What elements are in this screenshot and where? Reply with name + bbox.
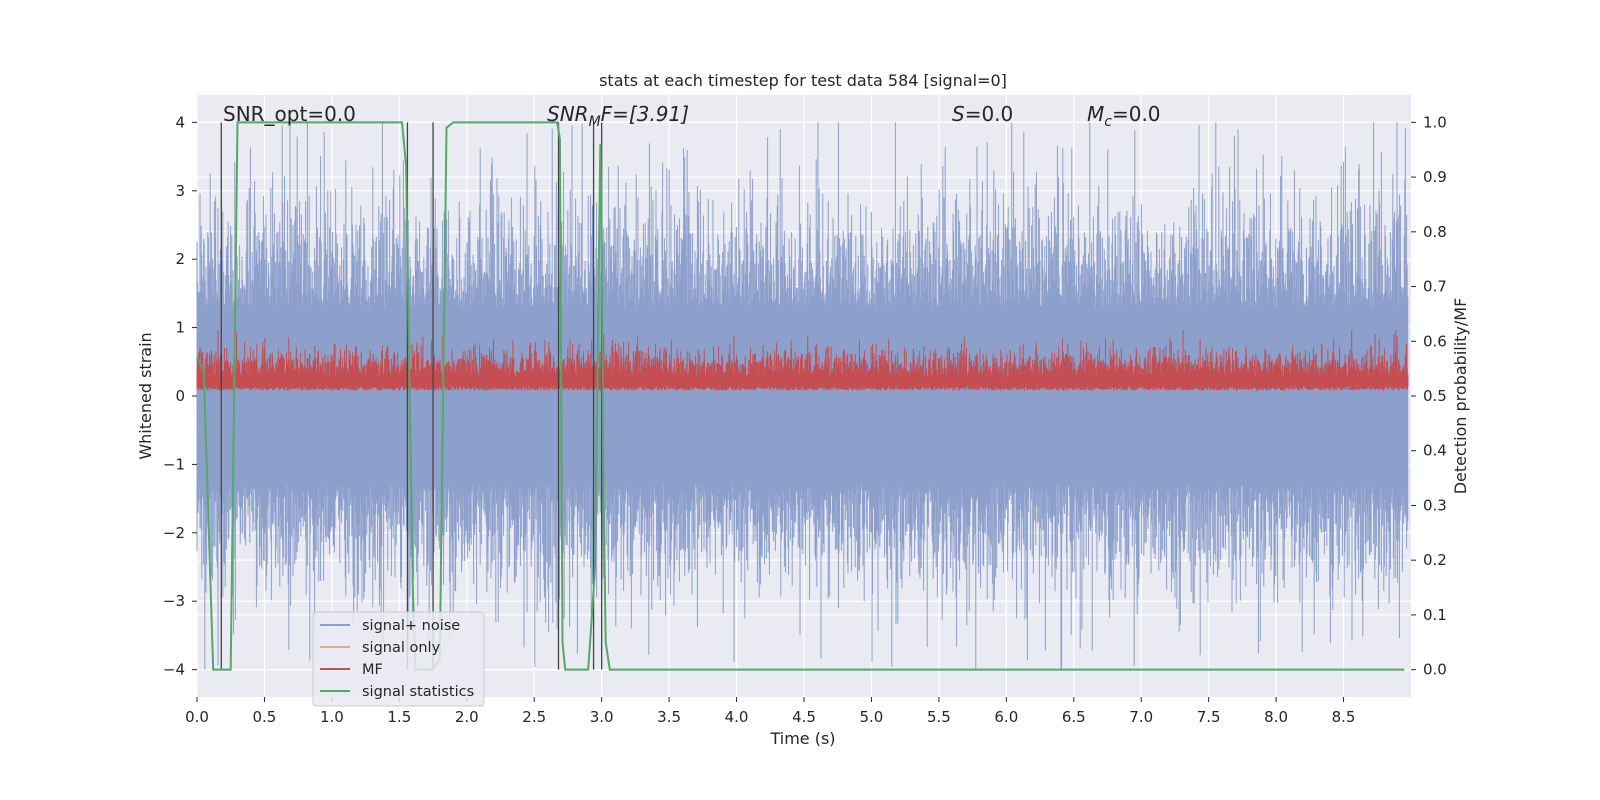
x-tick-label: 4.0: [725, 708, 749, 726]
y-tick-label-right: 0.0: [1423, 661, 1447, 679]
y-tick-label-left: 2: [175, 250, 185, 268]
y-tick-label-left: −1: [163, 455, 185, 473]
x-tick-label: 2.0: [455, 708, 479, 726]
annotation-snr-mf: SNRMF=[3.91]: [547, 102, 689, 130]
y-tick-label-left: 3: [175, 182, 185, 200]
x-tick-label: 6.5: [1062, 708, 1086, 726]
x-axis-label: Time (s): [769, 729, 835, 748]
legend: signal+ noise signal only MF signal stat…: [312, 611, 485, 707]
x-tick-label: 8.0: [1264, 708, 1288, 726]
x-tick-label: 7.0: [1129, 708, 1153, 726]
y-axis-label-left: Whitened strain: [136, 332, 155, 459]
legend-box: [312, 611, 485, 707]
legend-label-mf: MF: [362, 662, 383, 678]
annotation-mc: Mc=0.0: [1087, 102, 1161, 130]
x-tick-label: 1.0: [320, 708, 344, 726]
x-tick-label: 6.0: [994, 708, 1018, 726]
y-tick-label-right: 0.2: [1423, 551, 1447, 569]
x-tick-label: 5.0: [860, 708, 884, 726]
x-tick-label: 3.5: [657, 708, 681, 726]
y-tick-label-right: 1.0: [1423, 113, 1447, 131]
y-tick-label-right: 0.5: [1423, 387, 1447, 405]
y-tick-label-left: −4: [163, 661, 185, 679]
annotation-s: S=0.0: [952, 102, 1013, 126]
x-tick-label: 0.5: [253, 708, 277, 726]
stats-line: [196, 121, 1405, 671]
mf-trace: [196, 330, 1409, 391]
chart-title: stats at each timestep for test data 584…: [599, 71, 1007, 90]
x-tick-label: 1.5: [387, 708, 411, 726]
y-tick-label-right: 0.1: [1423, 606, 1447, 624]
y-tick-label-left: −3: [163, 592, 185, 610]
legend-label-signal-only: signal only: [362, 640, 441, 656]
y-tick-label-left: 0: [175, 387, 185, 405]
x-tick-label: 3.0: [590, 708, 614, 726]
y-tick-label-right: 0.7: [1423, 278, 1447, 296]
tick-labels: 0.0 0.5 1.0 1.5 2.0 2.5 3.0 3.5 4.0 4.5 5.0 5.5 6.0 6…: [163, 113, 1447, 726]
x-tick-label: 0.0: [185, 708, 209, 726]
y-tick-label-left: −2: [163, 524, 185, 542]
legend-label-stats: signal statistics: [362, 684, 474, 700]
series-mf: [196, 330, 1409, 391]
y-axis-label-right: Detection probability/MF: [1451, 298, 1470, 495]
x-tick-label: 5.5: [927, 708, 951, 726]
y-tick-label-left: 4: [175, 113, 185, 131]
y-tick-label-right: 0.3: [1423, 496, 1447, 514]
x-tick-label: 8.5: [1332, 708, 1356, 726]
x-tick-label: 7.5: [1197, 708, 1221, 726]
y-tick-label-right: 0.8: [1423, 223, 1447, 241]
y-tick-label-right: 0.6: [1423, 332, 1447, 350]
x-tick-label: 4.5: [792, 708, 816, 726]
x-tick-label: 2.5: [522, 708, 546, 726]
legend-label-noise: signal+ noise: [362, 618, 460, 634]
y-tick-label-left: 1: [175, 319, 185, 337]
series-signal-statistics: [196, 121, 1405, 671]
y-tick-label-right: 0.9: [1423, 168, 1447, 186]
annotation-snr-opt: SNR_opt=0.0: [223, 102, 356, 126]
y-tick-label-right: 0.4: [1423, 442, 1447, 460]
